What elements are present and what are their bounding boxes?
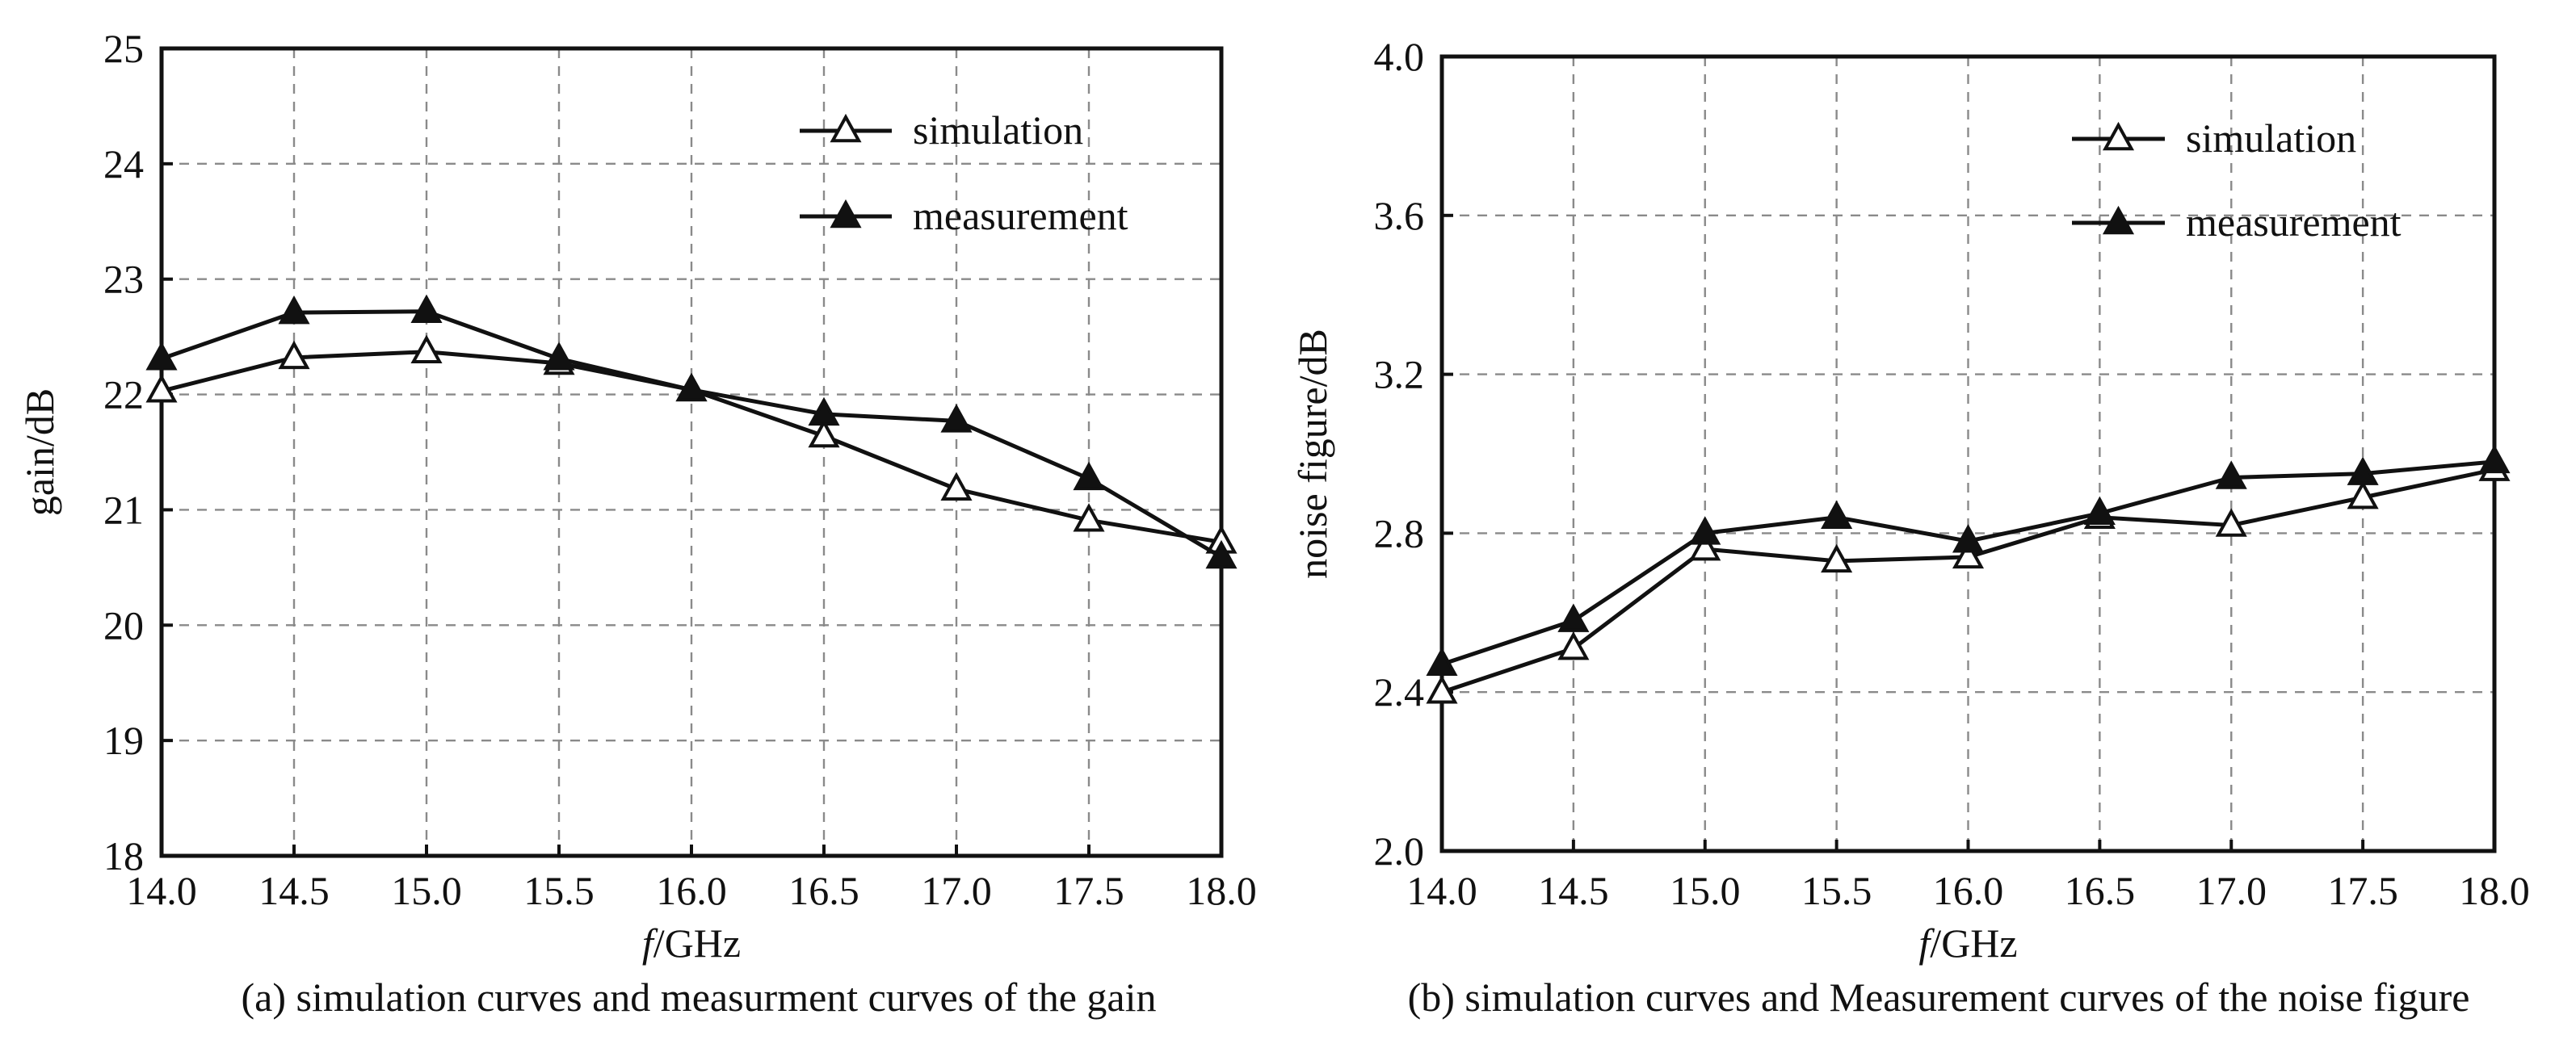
series-measurement xyxy=(1426,444,2511,676)
x-tick-label: 14.5 xyxy=(1538,868,1609,913)
data-point-simulation xyxy=(1073,503,1105,532)
x-axis-label: f/GHz xyxy=(642,920,741,966)
legend-marker-simulation xyxy=(830,113,862,143)
x-axis-label-unit: /GHz xyxy=(1930,920,2017,966)
data-point-simulation xyxy=(1952,539,1985,569)
y-tick-label: 21 xyxy=(103,487,144,532)
data-point-simulation xyxy=(278,340,310,370)
data-point-measurement xyxy=(1689,516,1721,545)
x-tick-label: 17.0 xyxy=(2196,868,2267,913)
x-tick-label: 16.0 xyxy=(656,868,727,913)
figure-caption: (a) simulation curves and measurment cur… xyxy=(242,975,1157,1020)
data-point-measurement xyxy=(2083,496,2116,526)
x-tick-label: 15.5 xyxy=(523,868,595,913)
data-point-simulation xyxy=(1426,675,1458,704)
data-point-measurement xyxy=(278,296,310,325)
y-tick-label: 2.4 xyxy=(1374,669,1425,715)
y-axis-label: gain/dB xyxy=(17,388,62,516)
x-tick-label: 16.5 xyxy=(788,868,859,913)
legend-label-measurement: measurement xyxy=(913,193,1128,238)
y-tick-label: 23 xyxy=(103,257,144,302)
data-point-measurement xyxy=(1557,603,1590,632)
x-tick-label: 18.0 xyxy=(1186,868,1257,913)
y-tick-label: 25 xyxy=(103,26,144,71)
data-point-simulation xyxy=(808,418,840,448)
legend: simulation measurement xyxy=(800,107,1128,238)
data-point-simulation xyxy=(410,334,443,363)
x-tick-label: 14.5 xyxy=(258,868,330,913)
y-tick-label: 19 xyxy=(103,718,144,763)
data-point-measurement xyxy=(1426,647,1458,676)
ticks xyxy=(160,47,1223,857)
data-point-measurement xyxy=(940,404,973,433)
series-measurement xyxy=(145,294,1238,569)
y-tick-label: 18 xyxy=(103,833,144,878)
legend: simulation measurement xyxy=(2072,115,2402,245)
data-point-measurement xyxy=(2478,444,2511,474)
data-point-measurement xyxy=(808,396,840,426)
y-tick-label: 24 xyxy=(103,141,144,187)
data-point-measurement xyxy=(145,342,178,371)
legend-marker-measurement xyxy=(830,199,862,228)
data-point-measurement xyxy=(410,294,443,323)
data-point-simulation xyxy=(145,374,178,403)
y-tick-label: 22 xyxy=(103,372,144,417)
x-tick-label: 18.0 xyxy=(2459,868,2530,913)
data-point-simulation xyxy=(940,472,973,501)
y-axis-label: noise figure/dB xyxy=(1290,329,1335,579)
x-tick-label: 15.0 xyxy=(391,868,462,913)
y-tick-label: 20 xyxy=(103,602,144,648)
y-tick-label: 2.0 xyxy=(1374,828,1425,874)
x-tick-label: 14.0 xyxy=(1406,868,1477,913)
data-point-measurement xyxy=(1821,500,1853,529)
data-point-measurement xyxy=(1952,524,1985,553)
data-point-simulation xyxy=(2215,508,2247,537)
grid xyxy=(162,48,1221,856)
data-point-simulation xyxy=(1689,531,1721,561)
data-point-measurement xyxy=(1205,539,1238,569)
data-point-simulation xyxy=(2347,480,2379,509)
gain-chart: 14.0 14.5 15.0 15.5 16.0 16.5 17.0 17.5 18.0 18 19… xyxy=(17,26,1257,1020)
x-axis-label: f/GHz xyxy=(1918,920,2017,966)
y-tick-label: 4.0 xyxy=(1374,34,1425,79)
x-tick-label: 17.0 xyxy=(921,868,992,913)
data-point-measurement xyxy=(2347,456,2379,485)
grid xyxy=(1442,57,2494,851)
data-point-measurement xyxy=(2215,460,2247,489)
data-point-measurement xyxy=(543,342,575,371)
series-line-measurement xyxy=(161,309,1223,560)
y-tick-label: 2.8 xyxy=(1374,510,1425,555)
y-tick-label: 3.6 xyxy=(1374,193,1425,238)
x-tick-label: 14.0 xyxy=(126,868,197,913)
x-tick-label: 15.5 xyxy=(1801,868,1872,913)
data-point-measurement xyxy=(1073,461,1105,491)
x-tick-label: 17.5 xyxy=(1053,868,1124,913)
legend-marker-measurement xyxy=(2102,205,2135,235)
legend-label-simulation: simulation xyxy=(913,107,1083,153)
data-point-simulation xyxy=(1557,631,1590,660)
legend-marker-simulation xyxy=(2102,121,2135,151)
x-axis-label-unit: /GHz xyxy=(653,920,741,966)
plot-frame xyxy=(159,46,1224,858)
y-tick-label: 3.2 xyxy=(1374,352,1425,397)
noise-figure-chart: 14.0 14.5 15.0 15.5 16.0 16.5 17.0 17.5 18.0 2.0 2… xyxy=(1290,34,2530,1020)
legend-label-simulation: simulation xyxy=(2186,115,2356,161)
data-point-measurement xyxy=(675,372,708,402)
x-tick-label: 16.0 xyxy=(1933,868,2004,913)
x-tick-label: 16.5 xyxy=(2065,868,2136,913)
x-tick-label: 17.5 xyxy=(2327,868,2398,913)
x-tick-label: 15.0 xyxy=(1670,868,1741,913)
data-point-simulation xyxy=(1821,543,1853,573)
figure-caption: (b) simulation curves and Measurement cu… xyxy=(1408,975,2470,1020)
legend-label-measurement: measurement xyxy=(2186,199,2402,245)
